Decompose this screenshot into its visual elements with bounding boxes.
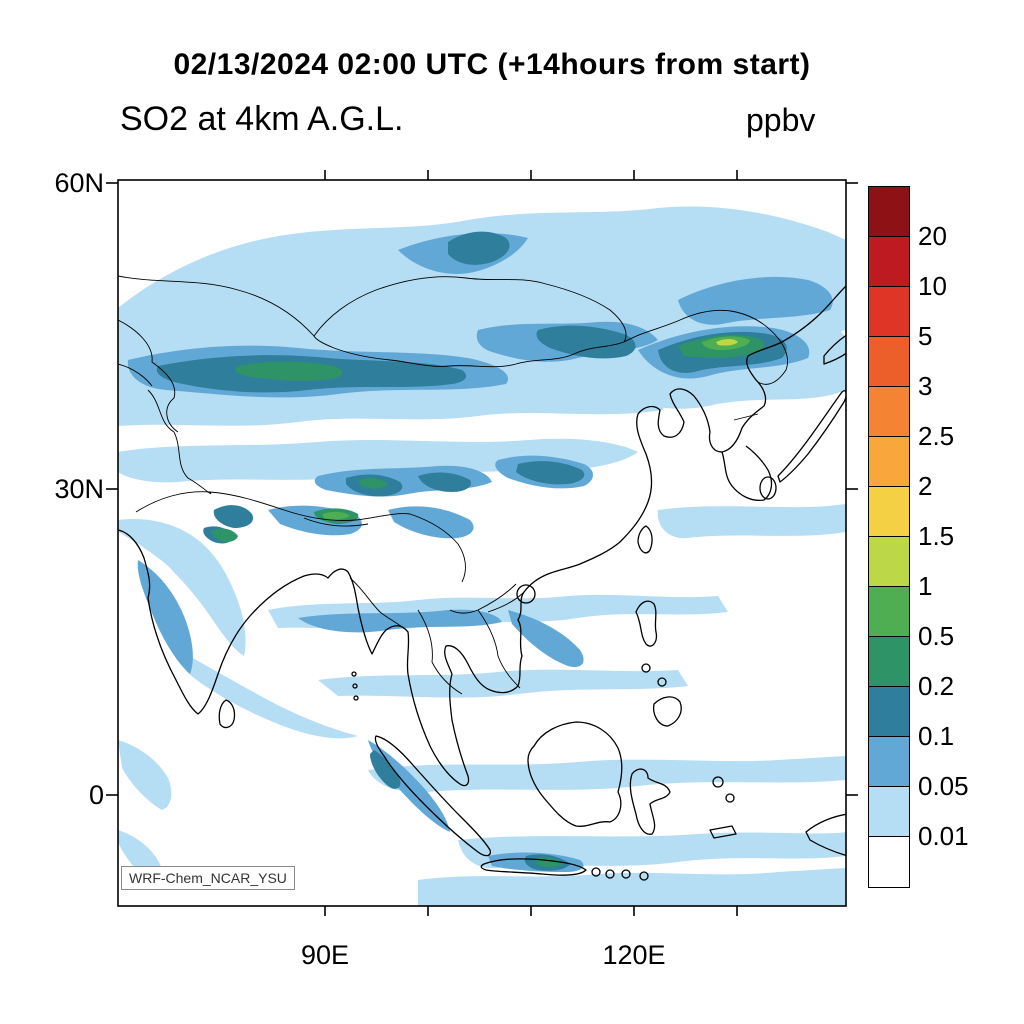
- colorbar-tick-label: 0.01: [918, 821, 969, 851]
- colorbar-segment: [869, 287, 909, 337]
- map-frame: [117, 179, 847, 907]
- colorbar-tick-label: 2: [918, 471, 933, 501]
- colorbar-tick-label: 10: [918, 271, 947, 301]
- map-canvas: [106, 170, 858, 916]
- colorbar-tick-label: 20: [918, 221, 947, 251]
- lat-label-30n: 30N: [54, 474, 104, 504]
- colorbar-segment: [869, 437, 909, 487]
- colorbar-tick-label: 0.05: [918, 771, 969, 801]
- colorbar-tick-label: 3: [918, 371, 933, 401]
- colorbar-segment: [869, 837, 909, 887]
- so2-level-max: [716, 339, 738, 346]
- colorbar-tick-label: 2.5: [918, 421, 955, 451]
- colorbar-tick-label: 0.2: [918, 671, 955, 701]
- colorbar-labels: 20 10 5 3 2.5 2 1.5 1 0.5 0.2 0.1 0.05 0.01: [918, 186, 1008, 886]
- colorbar-tick-label: 1.5: [918, 521, 955, 551]
- colorbar: [868, 186, 910, 888]
- colorbar-segment: [869, 337, 909, 387]
- colorbar-segment: [869, 187, 909, 237]
- lon-label-90e: 90E: [300, 940, 350, 970]
- colorbar-segment: [869, 237, 909, 287]
- variable-title: SO2 at 4km A.G.L.: [120, 100, 404, 138]
- colorbar-segment: [869, 487, 909, 537]
- colorbar-segment: [869, 537, 909, 587]
- coastlines: [118, 285, 846, 881]
- colorbar-tick-label: 1: [918, 571, 933, 601]
- model-watermark: WRF-Chem_NCAR_YSU: [121, 866, 295, 890]
- colorbar-segment: [869, 737, 909, 787]
- country-borders: [118, 275, 789, 695]
- lon-label-120e: 120E: [602, 940, 666, 970]
- colorbar-segment: [869, 587, 909, 637]
- units-label: ppbv: [746, 102, 816, 138]
- colorbar-segment: [869, 787, 909, 837]
- colorbar-tick-label: 0.5: [918, 621, 955, 651]
- colorbar-segment: [869, 687, 909, 737]
- figure-timestamp-title: 02/13/2024 02:00 UTC (+14hours from star…: [173, 48, 811, 81]
- colorbar-tick-label: 5: [918, 321, 933, 351]
- colorbar-segment: [869, 387, 909, 437]
- tick-marks: [106, 170, 858, 916]
- colorbar-tick-label: 0.1: [918, 721, 955, 751]
- so2-concentration-layer: [118, 206, 846, 906]
- lat-label-60n: 60N: [54, 168, 104, 198]
- lat-label-0: 0: [88, 780, 104, 810]
- colorbar-segment: [869, 637, 909, 687]
